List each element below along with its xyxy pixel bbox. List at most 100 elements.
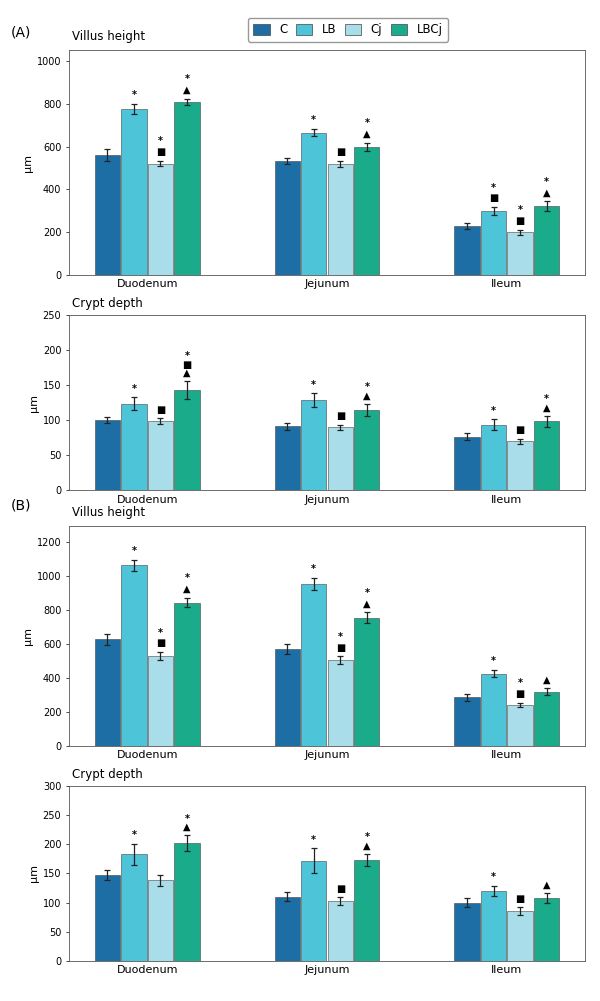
- Text: *: *: [185, 74, 190, 84]
- Text: ▲: ▲: [363, 841, 371, 851]
- Text: ▲: ▲: [543, 675, 550, 685]
- Text: ■: ■: [515, 216, 525, 226]
- Y-axis label: µm: µm: [23, 154, 32, 171]
- Bar: [175, 603, 200, 746]
- Bar: [175, 102, 200, 275]
- Text: *: *: [131, 90, 136, 100]
- Bar: [454, 436, 479, 490]
- Text: *: *: [364, 118, 370, 128]
- Bar: [508, 441, 533, 490]
- Text: ▲: ▲: [184, 85, 191, 95]
- Text: *: *: [338, 632, 343, 642]
- Text: *: *: [491, 873, 496, 883]
- Text: ■: ■: [335, 643, 345, 653]
- Bar: [508, 232, 533, 275]
- Text: *: *: [131, 831, 136, 841]
- Bar: [454, 903, 479, 961]
- Text: (B): (B): [11, 498, 31, 513]
- Text: *: *: [311, 835, 316, 845]
- Text: ■: ■: [156, 405, 165, 415]
- Bar: [534, 692, 559, 746]
- Bar: [354, 860, 379, 961]
- Bar: [508, 911, 533, 961]
- Bar: [275, 650, 300, 746]
- Bar: [175, 843, 200, 961]
- Bar: [481, 211, 506, 275]
- Text: *: *: [131, 546, 136, 556]
- Bar: [275, 897, 300, 961]
- Text: *: *: [518, 205, 523, 215]
- Bar: [328, 901, 353, 961]
- Text: ▲: ▲: [543, 402, 550, 412]
- Text: ▲: ▲: [184, 368, 191, 378]
- Text: ■: ■: [335, 147, 345, 157]
- Text: *: *: [364, 588, 370, 598]
- Bar: [481, 891, 506, 961]
- Text: ▲: ▲: [363, 390, 371, 400]
- Bar: [121, 566, 146, 746]
- Bar: [328, 661, 353, 746]
- Bar: [328, 427, 353, 490]
- Bar: [534, 421, 559, 490]
- Bar: [95, 155, 120, 275]
- Bar: [148, 881, 173, 961]
- Text: *: *: [491, 656, 496, 666]
- Bar: [175, 390, 200, 490]
- Text: *: *: [544, 394, 549, 404]
- Text: *: *: [364, 832, 370, 842]
- Text: *: *: [311, 115, 316, 125]
- Bar: [95, 640, 120, 746]
- Text: ▲: ▲: [363, 599, 371, 609]
- Text: Crypt depth: Crypt depth: [71, 768, 142, 781]
- Bar: [328, 164, 353, 275]
- Legend: C, LB, Cj, LBCj: C, LB, Cj, LBCj: [248, 18, 448, 41]
- Bar: [508, 705, 533, 746]
- Text: *: *: [491, 405, 496, 415]
- Bar: [148, 656, 173, 746]
- Text: *: *: [544, 176, 549, 186]
- Text: *: *: [311, 380, 316, 390]
- Bar: [301, 861, 326, 961]
- Text: ▲: ▲: [184, 822, 191, 832]
- Text: Villus height: Villus height: [71, 30, 145, 43]
- Text: ■: ■: [335, 411, 345, 421]
- Text: ■: ■: [489, 193, 498, 203]
- Text: Villus height: Villus height: [71, 506, 145, 519]
- Text: *: *: [158, 628, 163, 638]
- Bar: [454, 225, 479, 275]
- Text: ■: ■: [182, 359, 191, 369]
- Bar: [275, 160, 300, 275]
- Bar: [121, 854, 146, 961]
- Text: *: *: [311, 564, 316, 574]
- Text: ■: ■: [156, 147, 165, 157]
- Y-axis label: µm: µm: [29, 865, 38, 882]
- Bar: [481, 424, 506, 490]
- Text: ■: ■: [335, 884, 345, 894]
- Text: ▲: ▲: [363, 129, 371, 139]
- Y-axis label: µm: µm: [29, 394, 38, 411]
- Bar: [301, 584, 326, 746]
- Text: ▲: ▲: [543, 880, 550, 890]
- Bar: [354, 147, 379, 275]
- Text: *: *: [131, 384, 136, 394]
- Text: ■: ■: [515, 894, 525, 904]
- Text: ■: ■: [515, 425, 525, 435]
- Text: ■: ■: [156, 639, 165, 649]
- Text: *: *: [185, 574, 190, 584]
- Bar: [354, 410, 379, 490]
- Bar: [95, 419, 120, 490]
- Bar: [121, 109, 146, 275]
- Text: ▲: ▲: [543, 187, 550, 197]
- Bar: [301, 400, 326, 490]
- Bar: [95, 875, 120, 961]
- Y-axis label: µm: µm: [23, 627, 32, 645]
- Text: ■: ■: [515, 689, 525, 699]
- Bar: [354, 618, 379, 746]
- Bar: [481, 674, 506, 746]
- Text: *: *: [185, 814, 190, 824]
- Bar: [301, 133, 326, 275]
- Bar: [275, 426, 300, 490]
- Text: *: *: [158, 136, 163, 146]
- Bar: [534, 206, 559, 275]
- Text: *: *: [518, 679, 523, 688]
